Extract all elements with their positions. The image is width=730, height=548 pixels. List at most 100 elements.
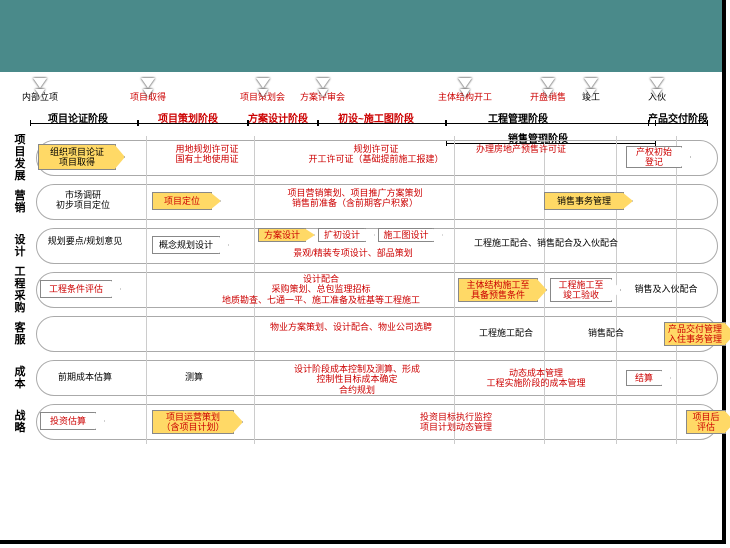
process-arrow-box: 产权初始登记 [626, 146, 682, 168]
process-text: 项目营销策划、项目推广方案策划销售前准备（含前期客户积累） [260, 188, 450, 209]
divider [616, 136, 617, 180]
process-arrow-box: 组织项目论证项目取得 [38, 144, 116, 170]
milestone-marker: 内部立项 [22, 78, 58, 103]
divider [454, 312, 455, 356]
milestone-marker: 项目策划会 [240, 78, 285, 103]
triangle-icon [316, 78, 330, 88]
process-arrow-box: 项目运营策划（含项目计划） [152, 410, 234, 434]
milestone-marker: 开盘销售 [530, 78, 566, 103]
process-text: 设计阶段成本控制及测算、形成控制性目标成本确定合约规划 [262, 364, 452, 395]
process-text: 物业方案策划、设计配合、物业公司选聘 [256, 322, 446, 332]
divider [254, 356, 255, 400]
triangle-icon [141, 78, 155, 88]
process-arrow-box: 扩初设计 [318, 228, 366, 242]
divider [616, 400, 617, 444]
divider [676, 180, 677, 224]
process-arrow-box: 投资估算 [40, 412, 96, 430]
process-text: 景观/精装专项设计、部品策划 [268, 248, 438, 258]
divider [544, 136, 545, 180]
process-arrow-box: 概念规划设计 [152, 236, 220, 254]
process-text: 办理房地产预售许可证 [476, 144, 566, 154]
divider [146, 356, 147, 400]
divider [146, 268, 147, 312]
lane-track: 前期成本估算 测算 设计阶段成本控制及测算、形成控制性目标成本确定合约规划动态成本管… [36, 356, 718, 400]
swimlane: 工程采购工程条件评估 设计配合采购策划、总包监理招标地质勘查、七通一平、施工准备及… [8, 268, 718, 312]
swimlane: 设计规划要点/规划意见概念规划设计方案设计扩初设计施工图设计景观/精装专项设计、… [8, 224, 718, 268]
process-arrow-box: 主体结构施工至具备预售条件 [458, 278, 538, 302]
divider [454, 268, 455, 312]
divider [616, 356, 617, 400]
divider [254, 400, 255, 444]
phase-bracket [318, 123, 446, 124]
process-text: 动态成本管理工程实施阶段的成本管理 [466, 368, 606, 389]
swimlanes: 项目发展组织项目论证项目取得 用地规划许可证国有土地使用证 规划许可证开工许可证（基… [8, 136, 718, 444]
milestone-marker: 项目取得 [130, 78, 166, 103]
process-text: 用地规划许可证国有土地使用证 [152, 144, 262, 165]
process-text: 市场调研初步项目定位 [48, 190, 118, 211]
swimlane: 客服物业方案策划、设计配合、物业公司选聘工程施工配合销售配合产品交付管理入住事务… [8, 312, 718, 356]
divider [676, 400, 677, 444]
lane-track: 物业方案策划、设计配合、物业公司选聘工程施工配合销售配合产品交付管理入住事务管理 [36, 312, 718, 356]
process-arrow-box: 工程条件评估 [40, 280, 112, 298]
process-text: 销售及入伙配合 [626, 284, 706, 294]
triangle-icon [584, 78, 598, 88]
process-arrow-box: 销售事务管理 [544, 192, 624, 210]
phase-bracket [138, 123, 248, 124]
divider [146, 400, 147, 444]
phase-bracket [446, 123, 656, 124]
process-arrow-box: 项目定位 [152, 192, 212, 210]
phase-bracket [30, 123, 138, 124]
triangle-icon [541, 78, 555, 88]
divider [676, 356, 677, 400]
phase-bracket [648, 123, 708, 124]
divider [146, 136, 147, 180]
divider [454, 224, 455, 268]
process-text: 前期成本估算 [50, 372, 120, 382]
lane-track: 组织项目论证项目取得 用地规划许可证国有土地使用证 规划许可证开工许可证（基础提前施… [36, 136, 718, 180]
column-headers: 内部立项项目取得项目策划会方案评审会主体结构开工开盘销售竣工入伙项目论证阶段项目… [8, 78, 718, 136]
triangle-icon [256, 78, 270, 88]
triangle-icon [33, 78, 47, 88]
triangle-icon [458, 78, 472, 88]
lane-track: 市场调研初步项目定位 项目定位 项目营销策划、项目推广方案策划销售前准备（含前期客户… [36, 180, 718, 224]
process-text: 规划许可证开工许可证（基础提前施工报建） [296, 144, 456, 165]
divider [454, 356, 455, 400]
divider [544, 400, 545, 444]
divider [254, 180, 255, 224]
process-text: 测算 [174, 372, 214, 382]
triangle-icon [650, 78, 664, 88]
lane-label: 设计 [8, 234, 36, 258]
lane-label: 成本 [8, 366, 36, 390]
lane-label: 工程采购 [8, 266, 36, 314]
phase-bracket [248, 123, 318, 124]
process-text: 规划要点/规划意见 [40, 236, 130, 246]
process-text: 销售配合 [576, 328, 636, 338]
process-text: 工程施工配合 [466, 328, 546, 338]
lane-label: 战略 [8, 410, 36, 434]
divider [454, 180, 455, 224]
process-arrow-box: 结算 [626, 370, 662, 386]
process-arrow-box: 产品交付管理入住事务管理 [664, 322, 726, 346]
divider [254, 312, 255, 356]
lane-track: 工程条件评估 设计配合采购策划、总包监理招标地质勘查、七通一平、施工准备及桩基等工… [36, 268, 718, 312]
lane-label: 项目发展 [8, 134, 36, 182]
divider [146, 224, 147, 268]
process-arrow-box: 项目后评估 [686, 410, 726, 434]
swimlane: 战略投资估算项目运营策划（含项目计划）投资目标执行监控项目计划动态管理项目后评估 [8, 400, 718, 444]
process-arrow-box: 工程施工至竣工验收 [550, 278, 612, 302]
lane-label: 营销 [8, 190, 36, 214]
process-text: 工程施工配合、销售配合及入伙配合 [456, 238, 636, 248]
divider [254, 224, 255, 268]
process-text: 设计配合采购策划、总包监理招标地质勘查、七通一平、施工准备及桩基等工程施工 [196, 274, 446, 305]
divider [146, 312, 147, 356]
divider [146, 180, 147, 224]
swimlane: 项目发展组织项目论证项目取得 用地规划许可证国有土地使用证 规划许可证开工许可证（基… [8, 136, 718, 180]
milestone-marker: 入伙 [648, 78, 666, 103]
swimlane: 成本 前期成本估算 测算 设计阶段成本控制及测算、形成控制性目标成本确定合约规划动态成… [8, 356, 718, 400]
process-text: 投资目标执行监控项目计划动态管理 [386, 412, 526, 433]
process-arrow-box: 施工图设计 [378, 228, 434, 242]
milestone-marker: 竣工 [582, 78, 600, 103]
lane-track: 规划要点/规划意见概念规划设计方案设计扩初设计施工图设计景观/精装专项设计、部品… [36, 224, 718, 268]
lane-track: 投资估算项目运营策划（含项目计划）投资目标执行监控项目计划动态管理项目后评估 [36, 400, 718, 444]
swimlane: 营销市场调研初步项目定位 项目定位 项目营销策划、项目推广方案策划销售前准备（含前期… [8, 180, 718, 224]
